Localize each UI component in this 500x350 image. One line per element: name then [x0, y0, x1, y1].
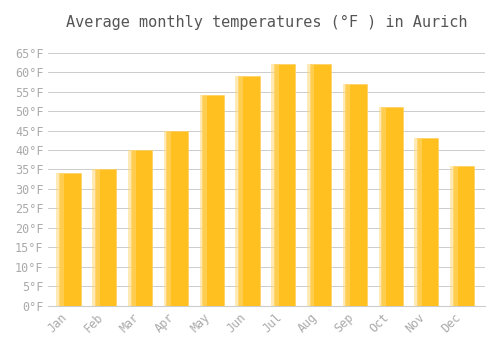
Bar: [453, 166, 474, 306]
Bar: [56, 173, 64, 306]
Bar: [164, 131, 172, 306]
Bar: [414, 138, 422, 306]
Bar: [130, 150, 152, 306]
Bar: [346, 84, 367, 306]
Bar: [450, 166, 458, 306]
Bar: [95, 169, 116, 306]
Bar: [381, 107, 402, 306]
Bar: [202, 96, 224, 306]
Bar: [307, 64, 314, 306]
Bar: [417, 138, 438, 306]
Bar: [59, 173, 80, 306]
Bar: [310, 64, 331, 306]
Bar: [166, 131, 188, 306]
Bar: [378, 107, 386, 306]
Bar: [128, 150, 136, 306]
Bar: [200, 96, 207, 306]
Bar: [238, 76, 260, 306]
Title: Average monthly temperatures (°F ) in Aurich: Average monthly temperatures (°F ) in Au…: [66, 15, 468, 30]
Bar: [342, 84, 350, 306]
Bar: [274, 64, 295, 306]
Bar: [236, 76, 243, 306]
Bar: [92, 169, 100, 306]
Bar: [271, 64, 278, 306]
